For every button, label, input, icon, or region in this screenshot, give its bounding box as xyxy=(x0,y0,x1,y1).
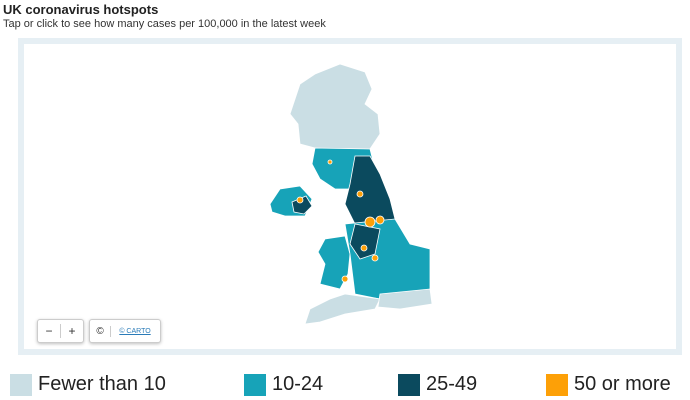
region[interactable] xyxy=(304,293,381,325)
legend: Fewer than 10 10-24 25-49 50 or more xyxy=(0,373,690,399)
legend-label: Fewer than 10 xyxy=(38,373,166,395)
attribution: © © CARTO xyxy=(89,319,161,343)
legend-label: 50 or more xyxy=(574,373,671,395)
map-frame[interactable]: − + © © CARTO xyxy=(18,38,682,355)
legend-item: Fewer than 10 xyxy=(10,373,166,396)
attribution-icon[interactable]: © xyxy=(90,325,111,337)
legend-label: 25-49 xyxy=(426,373,478,395)
region[interactable] xyxy=(289,63,381,157)
region[interactable] xyxy=(377,288,433,310)
map[interactable] xyxy=(24,44,676,349)
legend-item: 50 or more xyxy=(546,373,671,396)
zoom-in[interactable]: + xyxy=(60,324,83,338)
hotspot[interactable] xyxy=(327,159,333,165)
hotspot[interactable] xyxy=(371,254,379,262)
region[interactable] xyxy=(317,235,351,290)
legend-swatch xyxy=(546,373,568,396)
hotspot[interactable] xyxy=(364,216,376,228)
subtitle: Tap or click to see how many cases per 1… xyxy=(3,18,326,30)
legend-swatch xyxy=(10,373,32,396)
zoom-control: − + xyxy=(37,319,84,343)
legend-swatch xyxy=(398,373,420,396)
legend-item: 10-24 xyxy=(244,373,323,396)
hotspot[interactable] xyxy=(360,244,368,252)
hotspot[interactable] xyxy=(296,196,304,204)
legend-label: 10-24 xyxy=(272,373,324,395)
hotspot[interactable] xyxy=(375,215,385,225)
legend-swatch xyxy=(244,373,266,396)
hotspot[interactable] xyxy=(341,275,349,283)
attribution-link[interactable]: © CARTO xyxy=(119,327,151,335)
region[interactable] xyxy=(349,223,381,260)
title: UK coronavirus hotspots xyxy=(3,2,159,17)
legend-item: 25-49 xyxy=(398,373,477,396)
zoom-out[interactable]: − xyxy=(45,324,53,338)
hotspot[interactable] xyxy=(356,190,364,198)
